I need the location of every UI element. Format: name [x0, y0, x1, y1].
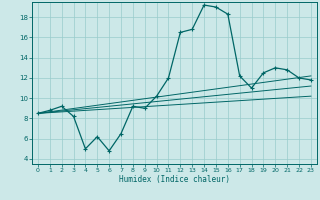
X-axis label: Humidex (Indice chaleur): Humidex (Indice chaleur)	[119, 175, 230, 184]
